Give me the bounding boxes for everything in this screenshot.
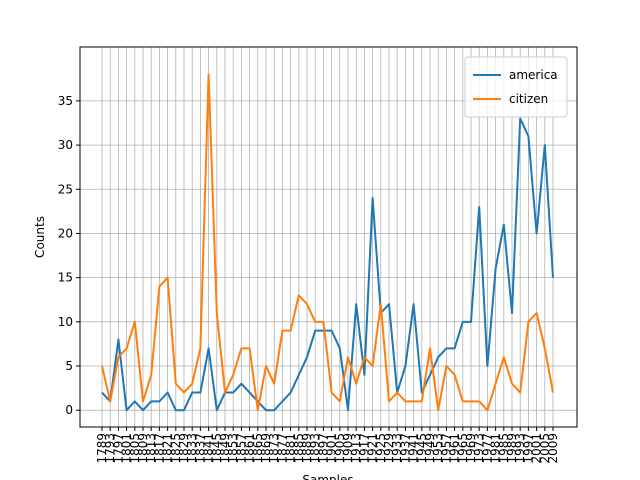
- x-tick-label: 2009: [546, 433, 560, 464]
- x-tick-label: 1957: [439, 433, 453, 464]
- x-tick-label: 1813: [144, 433, 158, 464]
- y-tick-label: 15: [58, 271, 73, 285]
- y-tick-label: 30: [58, 138, 73, 152]
- x-tick-label: 1793: [103, 433, 117, 464]
- x-tick-label: 1849: [218, 433, 232, 464]
- x-tick-label: 1953: [431, 433, 445, 464]
- y-tick-label: 0: [65, 403, 73, 417]
- x-tick-label: 1801: [120, 433, 134, 464]
- x-tick-label: 1985: [497, 433, 511, 464]
- x-tick-label: 2001: [530, 433, 544, 464]
- x-tick-label: 1809: [136, 433, 150, 464]
- x-tick-label: 1949: [423, 433, 437, 464]
- x-tick-label: 1913: [349, 433, 363, 464]
- x-tick-label: 1893: [308, 433, 322, 464]
- x-tick-label: 1821: [161, 433, 175, 464]
- x-tick-label: 1789: [95, 433, 109, 464]
- x-tick-label: 2005: [538, 433, 552, 464]
- legend-label: america: [509, 68, 558, 82]
- x-tick-label: 1865: [251, 433, 265, 464]
- x-tick-label: 1861: [243, 433, 257, 464]
- x-tick-label: 1833: [185, 433, 199, 464]
- x-tick-label: 1941: [407, 433, 421, 464]
- x-tick-label: 1933: [390, 433, 404, 464]
- line-series: [101, 117, 554, 412]
- line-series: [101, 73, 554, 412]
- x-axis-label: Samples: [302, 473, 353, 480]
- x-tick-label: 1969: [464, 433, 478, 464]
- y-tick-label: 25: [58, 182, 73, 196]
- x-tick-label: 1929: [382, 433, 396, 464]
- plot-frame: [79, 46, 578, 428]
- x-tick-label: 1869: [259, 433, 273, 464]
- x-tick-label: 1837: [193, 433, 207, 464]
- x-tick-label: 1885: [292, 433, 306, 464]
- x-tick-label: 1997: [521, 433, 535, 464]
- x-tick-label: 1901: [325, 433, 339, 464]
- x-tick-label: 1965: [456, 433, 470, 464]
- x-tick-label: 1921: [366, 433, 380, 464]
- x-tick-label: 1897: [316, 433, 330, 464]
- x-tick-label: 1797: [111, 433, 125, 464]
- x-tick-label: 1993: [513, 433, 527, 464]
- x-tick-label: 1829: [177, 433, 191, 464]
- y-tick-label: 20: [58, 226, 73, 240]
- x-tick-label: 1881: [284, 433, 298, 464]
- x-tick-label: 1845: [210, 433, 224, 464]
- x-tick-label: 1909: [341, 433, 355, 464]
- x-tick-label: 1925: [374, 433, 388, 464]
- x-tick-label: 1873: [267, 433, 281, 464]
- x-tick-label: 1937: [398, 433, 412, 464]
- x-tick-label: 1805: [128, 433, 142, 464]
- x-tick-label: 1877: [275, 433, 289, 464]
- x-tick-label: 1981: [489, 433, 503, 464]
- legend-label: citizen: [509, 92, 548, 106]
- x-tick-label: 1989: [505, 433, 519, 464]
- y-tick-label: 5: [65, 359, 73, 373]
- legend-box: [464, 56, 568, 118]
- x-tick-label: 1961: [448, 433, 462, 464]
- x-tick-label: 1853: [226, 433, 240, 464]
- x-tick-label: 1817: [152, 433, 166, 464]
- x-tick-label: 1857: [234, 433, 248, 464]
- x-tick-label: 1905: [333, 433, 347, 464]
- x-tick-label: 1977: [480, 433, 494, 464]
- x-tick-label: 1889: [300, 433, 314, 464]
- x-tick-label: 1945: [415, 433, 429, 464]
- y-axis-label: Counts: [33, 216, 47, 258]
- x-tick-label: 1973: [472, 433, 486, 464]
- x-tick-label: 1917: [357, 433, 371, 464]
- y-tick-label: 10: [58, 315, 73, 329]
- x-tick-label: 1841: [202, 433, 216, 464]
- y-tick-label: 35: [58, 94, 73, 108]
- x-tick-label: 1825: [169, 433, 183, 464]
